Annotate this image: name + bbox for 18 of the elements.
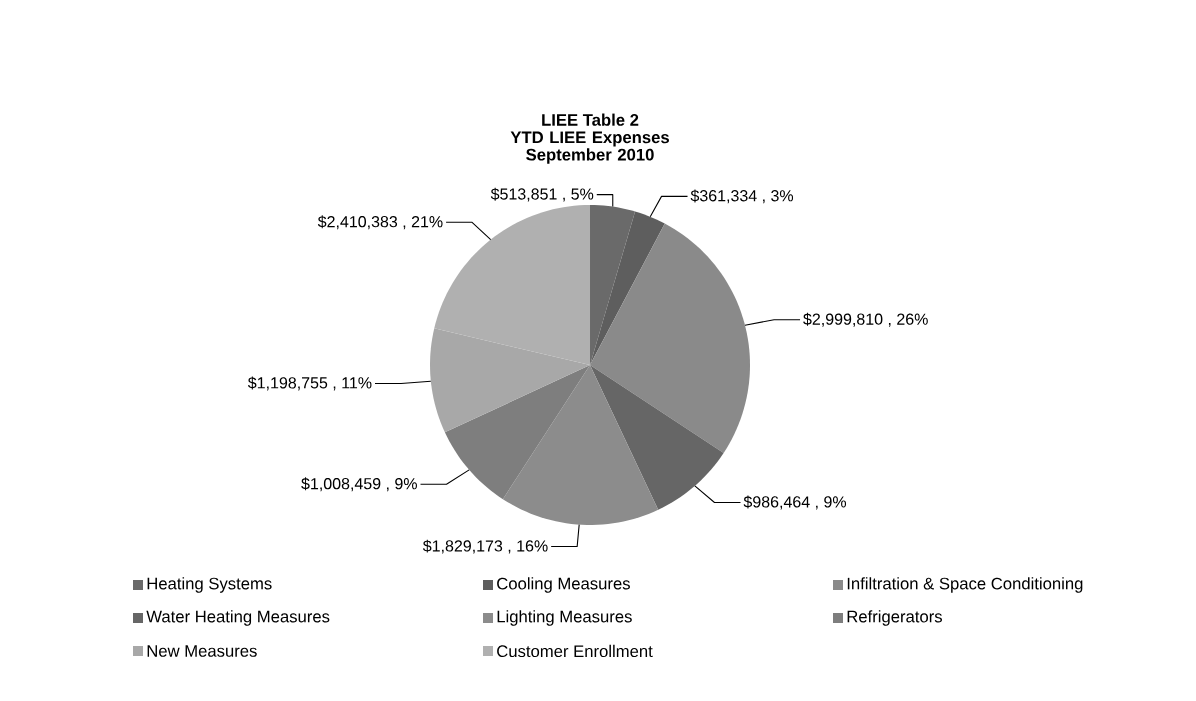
- chart-title: LIEE Table 2: [542, 113, 639, 126]
- legend-label: Lighting Measures: [497, 610, 632, 626]
- legend-label: Heating Systems: [147, 577, 272, 593]
- data-label: $2,999,810 , 26%: [803, 312, 928, 327]
- legend-label: Infiltration & Space Conditioning: [847, 577, 1083, 593]
- data-label: $986,464 , 9%: [743, 495, 847, 510]
- data-label: $1,198,755 , 11%: [247, 376, 372, 391]
- data-label: $513,851 , 5%: [490, 187, 594, 202]
- data-label: $361,334 , 3%: [690, 189, 794, 204]
- data-label: $1,008,459 , 9%: [301, 477, 417, 492]
- chart-subtitle: YTD LIEE Expenses September 2010: [510, 131, 669, 164]
- legend-label: Cooling Measures: [497, 577, 630, 593]
- data-label: $1,829,173 , 16%: [422, 539, 548, 554]
- legend-label: Customer Enrollment: [497, 644, 653, 658]
- legend-label: Refrigerators: [847, 610, 942, 626]
- data-label: $2,410,383 , 21%: [317, 215, 443, 230]
- legend-label: New Measures: [147, 645, 257, 657]
- legend-label: Water Heating Measures: [146, 610, 330, 626]
